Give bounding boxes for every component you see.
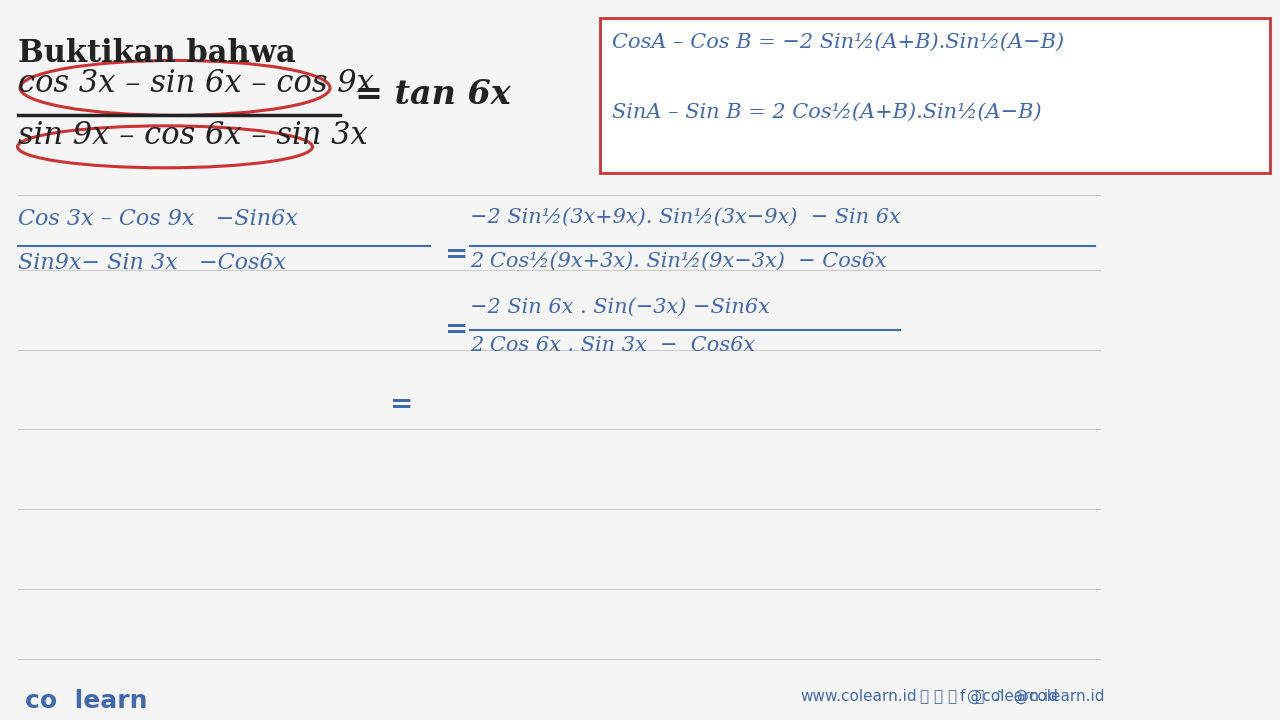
Text: 🐦 📷 🎵  @colearn.id: 🐦 📷 🎵 @colearn.id [920,689,1057,704]
Text: =: = [445,316,468,343]
Text: sin 9x – cos 6x – sin 3x: sin 9x – cos 6x – sin 3x [18,120,367,151]
Text: SinA – Sin B = 2 Cos½(A+B).Sin½(A−B): SinA – Sin B = 2 Cos½(A+B).Sin½(A−B) [612,103,1042,122]
Text: Cos 3x – Cos 9x   −Sin6x: Cos 3x – Cos 9x −Sin6x [18,208,298,230]
Text: −2 Sin½(3x+9x). Sin½(3x−9x)  − Sin 6x: −2 Sin½(3x+9x). Sin½(3x−9x) − Sin 6x [470,208,901,227]
Text: = tan 6x: = tan 6x [355,78,511,112]
Text: f  Ⓞ  ♪  @colearn.id: f Ⓞ ♪ @colearn.id [960,689,1105,704]
Text: co  learn: co learn [26,689,147,713]
Text: =: = [390,391,413,418]
Text: cos 3x – sin 6x – cos 9x: cos 3x – sin 6x – cos 9x [18,68,374,99]
Text: Buktikan bahwa: Buktikan bahwa [18,38,296,69]
Text: CosA – Cos B = −2 Sin½(A+B).Sin½(A−B): CosA – Cos B = −2 Sin½(A+B).Sin½(A−B) [612,33,1064,52]
Text: 2 Cos 6x . Sin 3x  −  Cos6x: 2 Cos 6x . Sin 3x − Cos6x [470,336,755,354]
Text: =: = [445,241,468,268]
Text: Sin9x− Sin 3x   −Cos6x: Sin9x− Sin 3x −Cos6x [18,252,285,274]
Text: −2 Sin 6x . Sin(−3x) −Sin6x: −2 Sin 6x . Sin(−3x) −Sin6x [470,297,769,317]
FancyBboxPatch shape [600,18,1270,173]
Text: www.colearn.id: www.colearn.id [800,689,916,704]
Text: 2 Cos½(9x+3x). Sin½(9x−3x)  − Cos6x: 2 Cos½(9x+3x). Sin½(9x−3x) − Cos6x [470,252,887,271]
